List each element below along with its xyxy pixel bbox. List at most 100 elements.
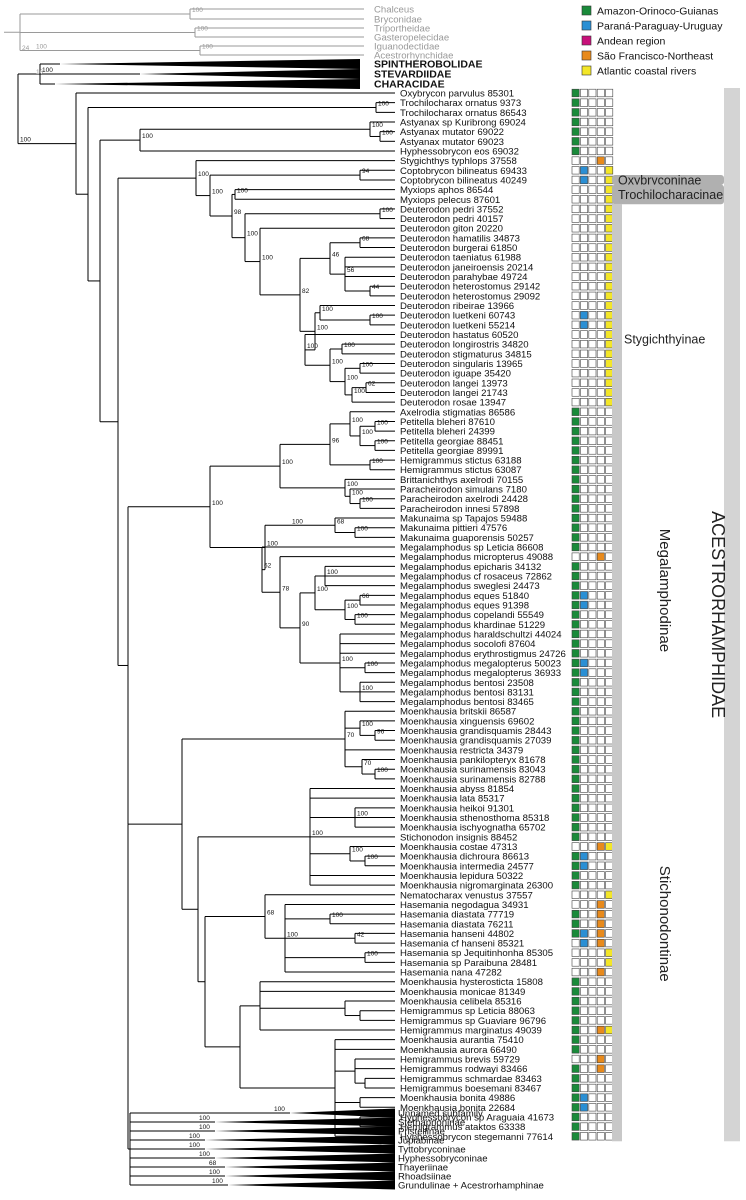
region-cell — [605, 929, 614, 938]
taxon-label: Moenkhausia surinamensis 82788 — [400, 774, 546, 785]
region-cell — [596, 513, 605, 523]
support-value: 100 — [362, 361, 373, 368]
support-value: 100 — [317, 324, 328, 331]
region-cell — [596, 185, 605, 194]
region-cell — [580, 581, 588, 590]
region-cell — [605, 774, 614, 783]
region-cell — [596, 678, 605, 687]
taxon-label: Moenkhausia costae 47313 — [400, 842, 517, 853]
region-cell — [605, 610, 614, 619]
region-cell — [571, 291, 580, 300]
region-cell — [605, 349, 614, 358]
region-cell — [588, 765, 597, 774]
region-cell — [596, 542, 605, 552]
taxon-label: Petitella bleheri 24399 — [400, 427, 495, 438]
region-cell — [588, 591, 597, 600]
region-cell — [571, 967, 580, 977]
region-cell — [571, 156, 580, 165]
clade-label: CHARACIDAE — [374, 79, 445, 91]
support-value: 16 — [36, 69, 44, 76]
region-cell — [580, 320, 588, 329]
region-cell — [571, 1122, 580, 1131]
region-cell — [580, 1025, 588, 1035]
region-cell — [580, 340, 588, 349]
taxon-label: Coptobrycon bilineatus 69433 — [400, 166, 527, 177]
region-cell — [605, 137, 614, 146]
region-cell — [605, 185, 614, 194]
region-cell — [605, 842, 614, 851]
taxon-label: Moenkhausia lata 85317 — [400, 794, 505, 805]
region-cell — [588, 890, 597, 899]
region-cell — [605, 996, 614, 1006]
region-cell — [571, 687, 580, 697]
region-cell — [605, 852, 614, 861]
taxon-label: Hemigrammus schmardae 83463 — [400, 1074, 542, 1085]
region-cell — [580, 378, 588, 387]
region-cell — [588, 571, 597, 581]
region-cell — [571, 475, 580, 484]
region-cell — [596, 552, 605, 561]
region-cell — [580, 716, 588, 725]
region-cell — [588, 175, 597, 185]
taxon-label: Astyanax mutator 69023 — [400, 137, 504, 148]
region-cell — [571, 224, 580, 233]
support-value: 100 — [322, 306, 333, 313]
support-value: 100 — [342, 656, 353, 663]
region-cell — [596, 291, 605, 300]
taxon-label: Deuterodon pedri 40157 — [400, 214, 503, 225]
region-cell — [580, 871, 588, 880]
region-cell — [596, 214, 605, 223]
region-cell — [580, 765, 588, 774]
region-cell — [571, 494, 580, 503]
region-cell — [588, 726, 597, 735]
region-cell — [605, 562, 614, 571]
region-cell — [588, 214, 597, 223]
region-cell — [571, 774, 580, 783]
region-cell — [571, 398, 580, 407]
region-cell — [571, 137, 580, 146]
support-value: 100 — [292, 518, 303, 525]
taxon-label: Deuterodon luetkeni 60743 — [400, 311, 515, 322]
region-cell — [596, 852, 605, 861]
taxon-label: Megalamphodus cf rosaceus 72862 — [400, 572, 552, 583]
region-cell — [588, 369, 597, 378]
region-cell — [571, 1093, 580, 1102]
region-cell — [596, 649, 605, 658]
region-cell — [588, 716, 597, 725]
region-cell — [580, 156, 588, 165]
support-value: 100 — [377, 419, 388, 426]
taxon-label: Hasemania sp Paraibuna 28481 — [400, 958, 537, 969]
region-cell — [588, 919, 597, 928]
region-matrix — [571, 88, 614, 1141]
region-cell — [571, 1006, 580, 1015]
support-value: 100 — [357, 526, 368, 533]
region-cell — [588, 146, 597, 156]
region-cell — [588, 755, 597, 764]
region-cell — [580, 1035, 588, 1044]
region-cell — [571, 823, 580, 832]
region-cell — [605, 146, 614, 156]
region-cell — [580, 823, 588, 832]
region-cell — [605, 455, 614, 465]
taxon-label: Hyphessobrycon sp Araguaia 41673 — [400, 1112, 554, 1123]
region-cell — [588, 253, 597, 262]
region-cell — [605, 1035, 614, 1044]
region-cell — [571, 581, 580, 590]
region-cell — [580, 330, 588, 339]
taxon-label: Megalamphodus eques 51840 — [400, 591, 529, 602]
taxon-label: Hemigrammus boesemani 83467 — [400, 1083, 541, 1094]
taxon-label: Hemigrammus sp Guaviare 96796 — [400, 1016, 546, 1027]
region-cell — [605, 967, 614, 977]
region-cell — [588, 1093, 597, 1102]
region-cell — [588, 465, 597, 474]
region-cell — [588, 823, 597, 832]
region-cell — [580, 620, 588, 629]
region-cell — [596, 1074, 605, 1083]
taxon-label: Deuterodon singularis 13965 — [400, 359, 523, 370]
clade-label: Thayeriinae — [398, 1163, 448, 1174]
region-cell — [588, 243, 597, 252]
region-cell — [571, 697, 580, 706]
region-cell — [605, 755, 614, 764]
support-value: 100 — [377, 767, 388, 774]
collapsed-clade-wedge — [215, 1153, 395, 1163]
